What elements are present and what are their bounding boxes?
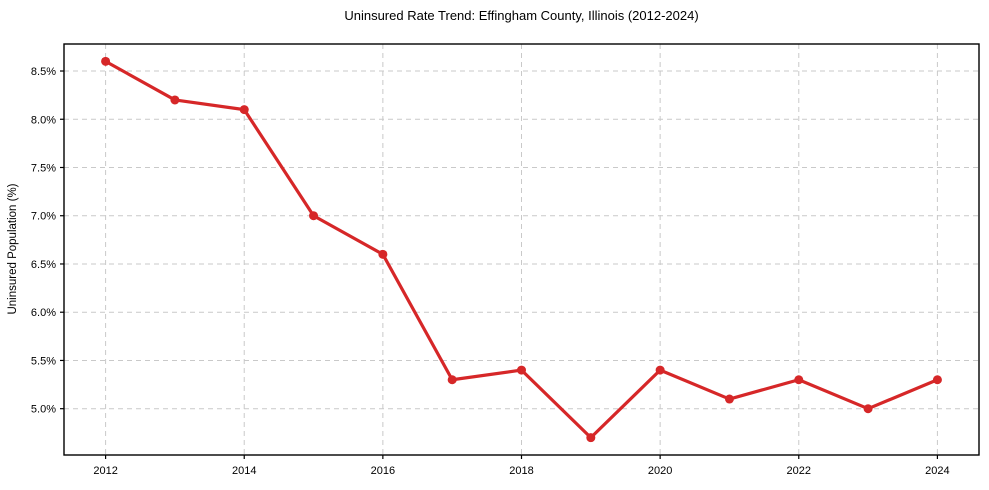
data-point bbox=[378, 249, 388, 259]
data-point bbox=[170, 95, 180, 105]
data-point bbox=[239, 105, 249, 115]
data-point bbox=[101, 56, 111, 66]
x-tick-label: 2016 bbox=[371, 465, 395, 477]
y-tick-label: 6.5% bbox=[31, 259, 56, 271]
data-point bbox=[309, 211, 319, 221]
y-tick-label: 8.0% bbox=[31, 114, 56, 126]
x-tick-label: 2018 bbox=[509, 465, 533, 477]
data-point bbox=[586, 433, 596, 443]
data-point bbox=[517, 365, 526, 375]
chart-title: Uninsured Rate Trend: Effingham County, … bbox=[344, 8, 699, 23]
x-tick-label: 2020 bbox=[648, 465, 672, 477]
x-tick-label: 2022 bbox=[787, 465, 811, 477]
data-point bbox=[932, 375, 942, 385]
plot-border bbox=[63, 43, 980, 456]
data-point bbox=[724, 394, 734, 404]
data-point bbox=[863, 404, 873, 414]
y-tick-label: 5.0% bbox=[31, 404, 56, 416]
data-point bbox=[655, 365, 665, 375]
y-tick-label: 6.0% bbox=[31, 307, 56, 319]
y-tick-label: 5.5% bbox=[31, 355, 56, 367]
data-point bbox=[794, 375, 804, 385]
x-tick-label: 2024 bbox=[925, 465, 949, 477]
y-tick-label: 8.5% bbox=[31, 66, 56, 78]
y-tick-label: 7.5% bbox=[31, 162, 56, 174]
x-tick-label: 2012 bbox=[93, 465, 117, 477]
x-tick-label: 2014 bbox=[232, 465, 256, 477]
y-tick-label: 7.0% bbox=[31, 211, 56, 223]
data-point bbox=[447, 375, 457, 385]
